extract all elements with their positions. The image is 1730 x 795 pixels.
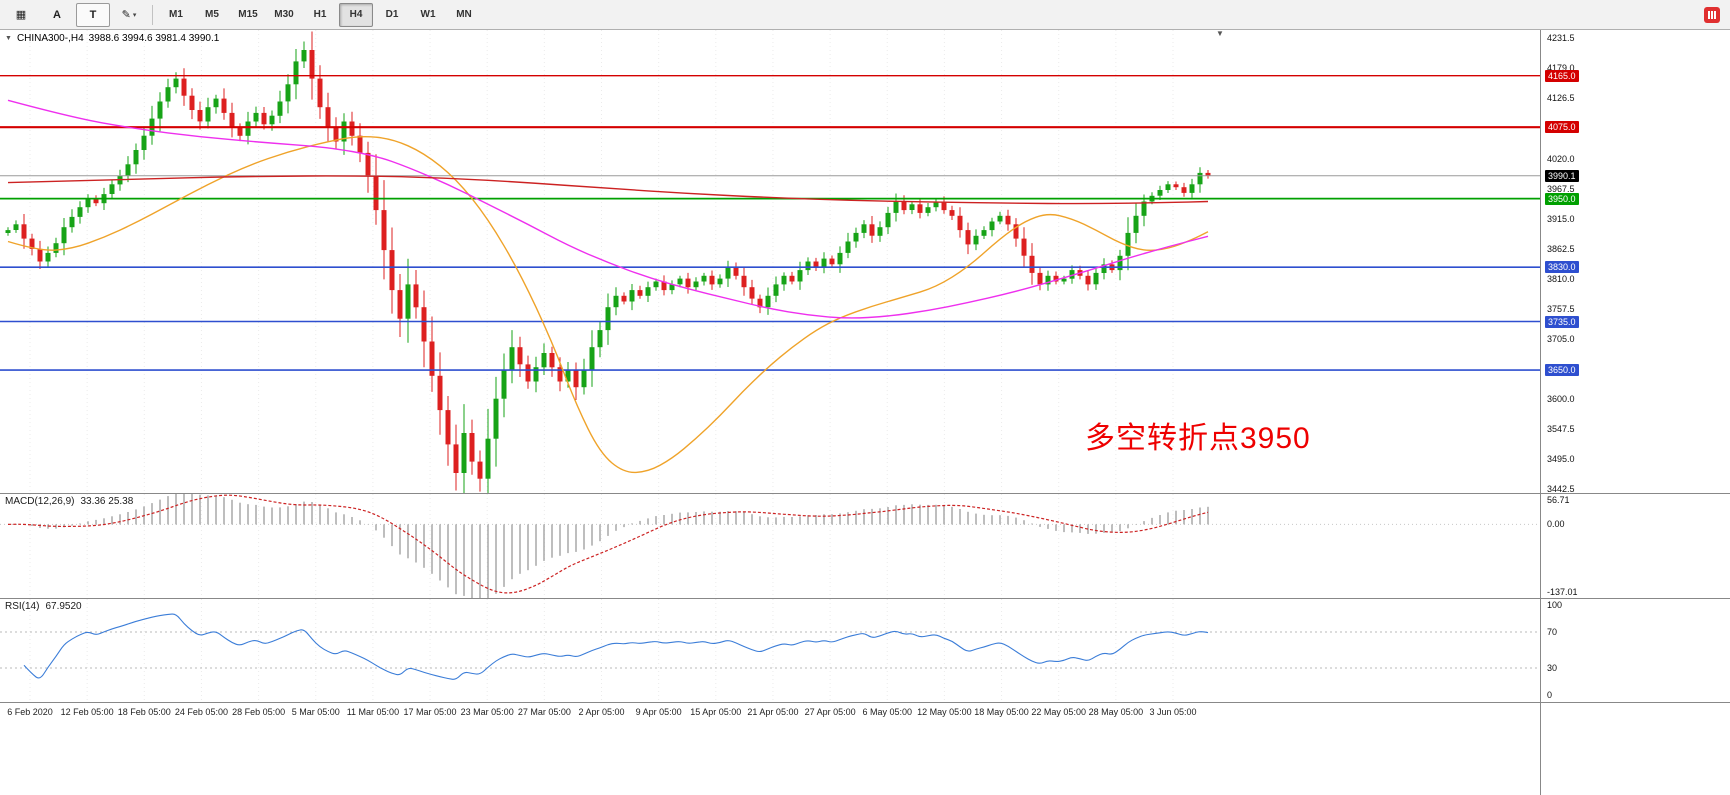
time-axis-label: 21 Apr 05:00 (747, 707, 799, 717)
timeframe-d1-button[interactable]: D1 (385, 9, 399, 20)
price-tick-label: 3495.0 (1547, 453, 1575, 464)
rsi-tick-label: 0 (1547, 690, 1553, 700)
time-axis-label: 3 Jun 05:00 (1149, 707, 1197, 717)
price-chart-panel[interactable]: ▼ CHINA300-,H4 3988.6 3994.6 3981.4 3990… (0, 29, 1540, 493)
app-logo-icon[interactable] (1704, 6, 1720, 23)
time-axis-label: 11 Mar 05:00 (346, 707, 400, 717)
ohlc-values: 3988.6 3994.6 3981.4 3990.1 (88, 33, 220, 44)
time-axis-label: 24 Feb 05:00 (174, 707, 228, 717)
rsi-value: 67.9520 (45, 601, 82, 612)
time-axis-label: 28 Feb 05:00 (232, 707, 286, 717)
rsi-panel[interactable]: RSI(14) 67.9520 (0, 598, 1540, 702)
price-level-badge: 3650.0 (1545, 364, 1579, 377)
macd-tick-label: 0.00 (1547, 519, 1565, 530)
candles-glyph (1708, 10, 1716, 19)
timeframe-group: M1 M5 M15 M30 H1 H4 D1 W1 MN (159, 2, 481, 27)
chart-header: ▼ CHINA300-,H4 3988.6 3994.6 3981.4 3990… (5, 33, 219, 44)
chart-windows-icon[interactable]: ▦ (15, 9, 27, 21)
price-tick-label: 3915.0 (1547, 213, 1575, 224)
time-axis[interactable]: 6 Feb 2020 12 Feb 05:00 18 Feb 05:00 24 Feb… (0, 702, 1540, 722)
rsi-tick-label: 30 (1547, 663, 1558, 673)
timeframe-w1-button[interactable]: W1 (420, 9, 436, 20)
time-axis-label: 18 Feb 05:00 (117, 707, 171, 717)
chart-workspace: ▼ CHINA300-,H4 3988.6 3994.6 3981.4 3990… (0, 29, 1730, 795)
price-tick-label: 3600.0 (1547, 393, 1575, 404)
macd-label: MACD(12,26,9) (5, 496, 75, 507)
time-axis-label: 28 May 05:00 (1088, 707, 1144, 717)
price-level-badge: 4075.0 (1545, 121, 1579, 134)
price-tick-label: 3967.5 (1547, 183, 1575, 194)
text-tool-button[interactable]: T (76, 2, 110, 27)
rsi-axis[interactable]: 100 70 30 0 (1541, 598, 1730, 702)
price-level-badge: 4165.0 (1545, 69, 1579, 82)
toolbar-separator (152, 4, 153, 25)
price-tick-label: 3757.5 (1547, 303, 1575, 314)
time-axis-corner (1541, 702, 1730, 722)
time-axis-label: 12 Feb 05:00 (60, 707, 114, 717)
price-tick-label: 3862.5 (1547, 243, 1575, 254)
timeframe-h1-button[interactable]: H1 (313, 9, 327, 20)
macd-axis[interactable]: 56.71 0.00 -137.01 (1541, 493, 1730, 598)
timeframe-m15-button[interactable]: M15 (238, 9, 258, 20)
chevron-down-icon: ▾ (132, 11, 137, 19)
price-level-badge: 3990.1 (1545, 169, 1579, 182)
macd-panel[interactable]: MACD(12,26,9) 33.36 25.38 (0, 493, 1540, 598)
time-axis-label: 12 May 05:00 (917, 707, 972, 717)
price-tick-label: 3442.5 (1547, 483, 1575, 494)
time-axis-label: 22 May 05:00 (1031, 707, 1086, 717)
price-tick-label: 3547.5 (1547, 423, 1575, 434)
symbol-label: CHINA300-,H4 (16, 33, 84, 44)
rsi-header: RSI(14) 67.9520 (5, 601, 82, 612)
timeframe-h4-button[interactable]: H4 (339, 2, 373, 27)
bottom-filler (0, 722, 1540, 795)
collapse-triangle-icon[interactable]: ▼ (5, 35, 12, 42)
price-axis[interactable]: 4231.5 4179.0 4126.5 4020.0 3967.5 3915.0 3862… (1541, 30, 1730, 494)
time-axis-label: 23 Mar 05:00 (460, 707, 514, 717)
time-axis-label: 18 May 05:00 (974, 707, 1029, 717)
price-tick-label: 4126.5 (1547, 92, 1575, 103)
price-level-badge: 3950.0 (1545, 192, 1579, 205)
time-axis-label: 6 Feb 2020 (7, 707, 53, 717)
price-tick-label: 3810.0 (1547, 273, 1575, 284)
pencil-icon: ✎ (121, 9, 131, 21)
timeframe-m1-button[interactable]: M1 (169, 9, 183, 20)
macd-tick-label: -137.01 (1547, 587, 1578, 597)
macd-tick-label: 56.71 (1547, 495, 1570, 505)
annotation-text: 多空转折点3950 (1085, 422, 1311, 455)
time-axis-label: 27 Apr 05:00 (804, 707, 856, 717)
time-axis-label: 15 Apr 05:00 (690, 707, 742, 717)
time-axis-label: 6 May 05:00 (862, 707, 913, 717)
time-axis-label: 9 Apr 05:00 (635, 707, 682, 717)
timeframe-m5-button[interactable]: M5 (205, 9, 219, 20)
rsi-label: RSI(14) (5, 601, 40, 612)
time-axis-label: 2 Apr 05:00 (578, 707, 625, 717)
price-tick-label: 3705.0 (1547, 333, 1575, 344)
price-tick-label: 4231.5 (1547, 32, 1575, 43)
price-level-badge: 3830.0 (1545, 261, 1579, 274)
draw-tool-button[interactable]: ✎ ▾ (112, 3, 146, 27)
price-axis-column: 4231.5 4179.0 4126.5 4020.0 3967.5 3915.0 3862… (1540, 30, 1730, 795)
time-axis-label: 27 Mar 05:00 (517, 707, 571, 717)
price-tick-label: 4020.0 (1547, 153, 1575, 164)
timeframe-mn-button[interactable]: MN (456, 9, 472, 20)
macd-values: 33.36 25.38 (80, 496, 134, 507)
timeframe-m30-button[interactable]: M30 (274, 9, 294, 20)
rsi-tick-label: 100 (1547, 600, 1563, 610)
price-level-badge: 3735.0 (1545, 315, 1579, 328)
rsi-tick-label: 70 (1547, 627, 1558, 637)
macd-header: MACD(12,26,9) 33.36 25.38 (5, 496, 133, 507)
cursor-button[interactable]: A (53, 8, 61, 21)
plots-column: ▼ CHINA300-,H4 3988.6 3994.6 3981.4 3990… (0, 29, 1540, 795)
chart-shift-marker-icon[interactable]: ▼ (1216, 29, 1224, 38)
price-tick-label: 4179.0 (1547, 62, 1575, 73)
toolbar: ▦ A T ✎ ▾ M1 M5 M15 M30 H1 H4 D1 W1 MN (0, 0, 1730, 30)
time-axis-label: 5 Mar 05:00 (291, 707, 340, 717)
time-axis-label: 17 Mar 05:00 (403, 707, 457, 717)
